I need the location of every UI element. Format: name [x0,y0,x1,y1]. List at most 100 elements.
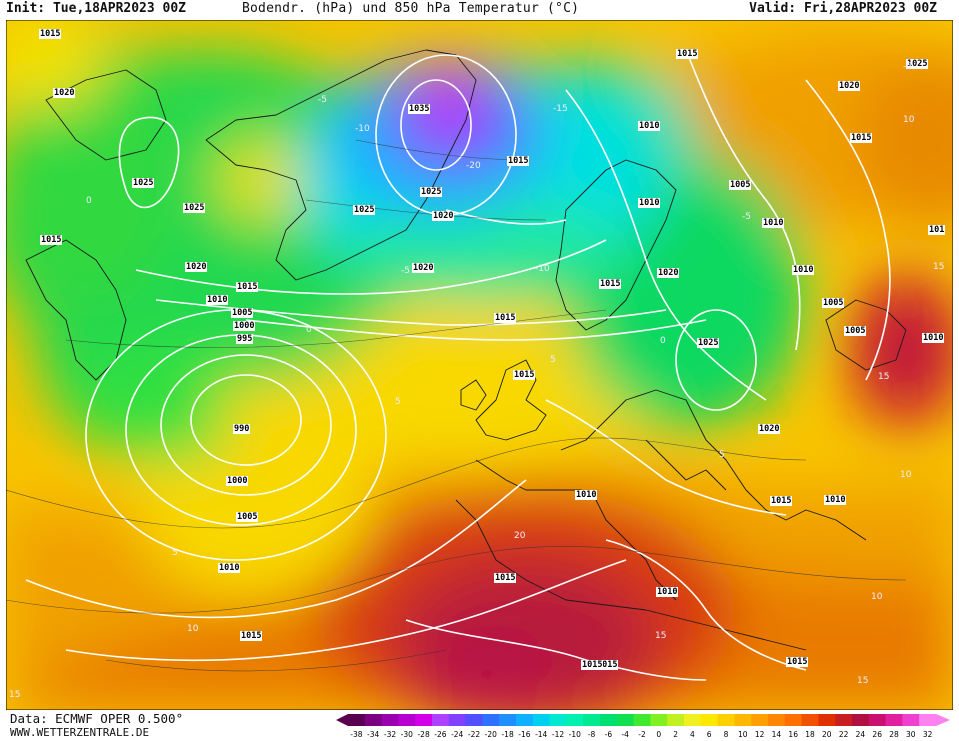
legend-swatch [902,714,920,726]
coastlines [25,49,907,651]
legend-swatch [415,714,433,726]
isobar-label: 1010 [824,495,847,505]
temp-label: -5 [318,95,327,105]
legend-swatch [448,714,467,726]
isobar-label: 1025 [906,59,929,69]
isobar-label: 1020 [53,88,76,98]
isobar-label: 1020 [185,262,208,272]
isobar-label: 101 [928,225,946,235]
isobar-label: 1020 [657,268,680,278]
legend-swatch [566,714,584,726]
isobar-label: 1020 [432,211,455,221]
isobar-label: 1015 [786,657,809,667]
temp-label: 0 [306,325,312,335]
legend-tick: 30 [906,730,916,739]
legend-arrow-right [936,714,950,726]
temp-label: -10 [355,124,370,134]
legend-tick: -8 [588,730,596,739]
temperature-contours [6,139,907,672]
legend-tick: -4 [621,730,629,739]
temp-label: 5 [172,548,178,558]
isobar-label: 995 [236,334,254,344]
isobar-label: 1015 [770,496,793,506]
isobar-label: 1025 [183,203,206,213]
isobar-label: 1010 [575,490,598,500]
temp-label: 10 [187,624,199,634]
isobar-label: 1010 [218,563,241,573]
legend-tick: 32 [923,730,933,739]
legend-swatch [818,714,836,726]
legend-swatch [868,714,887,726]
legend-swatch [398,714,416,726]
isobar-label: 1025 [697,338,720,348]
legend-swatch [801,714,819,726]
temp-label: -15 [553,104,568,114]
legend-tick: 22 [839,730,849,739]
isobar-label: 1020 [838,81,861,91]
temp-label: 0 [86,196,92,206]
legend-arrow-left [336,714,348,726]
data-source: Data: ECMWF OPER 0.500° [10,711,184,726]
legend-tick: -12 [552,730,564,739]
legend-swatch [633,714,651,726]
isobar-label: 1025 [353,205,376,215]
isobar-label: 1020 [412,263,435,273]
init-time: Init: Tue,18APR2023 00Z [6,1,187,16]
legend-swatch [516,714,534,726]
legend-tick: -32 [384,730,396,739]
legend-tick: -38 [350,730,362,739]
legend-swatch [734,714,752,726]
legend-swatch [616,714,635,726]
legend-swatch [717,714,735,726]
isobar-label: 1005 [231,308,254,318]
isobar-label: 1015 [494,573,517,583]
legend-tick: -30 [401,730,413,739]
legend-swatch [348,714,366,726]
isobar-label: 1015 [850,133,873,143]
temp-label: 10 [903,115,915,125]
isobar-label: 1000 [226,476,249,486]
isobar-label: 1010 [638,121,661,131]
legend-tick: 6 [707,730,712,739]
legend-swatch [364,714,383,726]
legend-swatch [432,714,450,726]
isobar-label: 1015 [240,631,263,641]
isobar-label: 1015 [39,29,62,39]
legend-tick: 24 [856,730,866,739]
legend-swatch [700,714,719,726]
legend-tick: 0 [656,730,661,739]
map-title: Bodendr. (hPa) und 850 hPa Temperatur (°… [242,1,580,16]
temp-label: -10 [535,264,550,274]
legend-swatch [650,714,668,726]
temp-label: 15 [857,676,869,686]
legend-tick: 12 [755,730,765,739]
legend-swatch [768,714,786,726]
legend-tick: -24 [451,730,463,739]
legend-swatch [919,714,937,726]
temp-label: 20 [514,531,526,541]
legend-swatch [835,714,853,726]
legend-tick: -10 [569,730,581,739]
temp-label: -20 [466,161,481,171]
temp-label: 10 [871,592,883,602]
isobar-label: 1015 [40,235,63,245]
legend-swatch [667,714,685,726]
temp-label: 15 [878,372,890,382]
legend-tick: -34 [367,730,379,739]
temp-label: 15 [9,690,21,700]
legend-tick: -26 [434,730,446,739]
legend-tick: -28 [417,730,429,739]
header-bar: Init: Tue,18APR2023 00Z Bodendr. (hPa) u… [0,0,959,20]
temp-label: 5 [719,450,725,460]
valid-time: Valid: Fri,28APR2023 00Z [749,1,937,16]
isobar-label: 1015 [581,660,604,670]
isobar-label: 1010 [922,333,945,343]
legend-tick: -6 [605,730,613,739]
legend-swatch [549,714,567,726]
legend-swatch [499,714,517,726]
isobar-label: 1015 [494,313,517,323]
isobar-label: 1005 [729,180,752,190]
isobar-label: 1010 [792,265,815,275]
website-credit: WWW.WETTERZENTRALE.DE [10,726,150,739]
legend-tick: -2 [638,730,646,739]
